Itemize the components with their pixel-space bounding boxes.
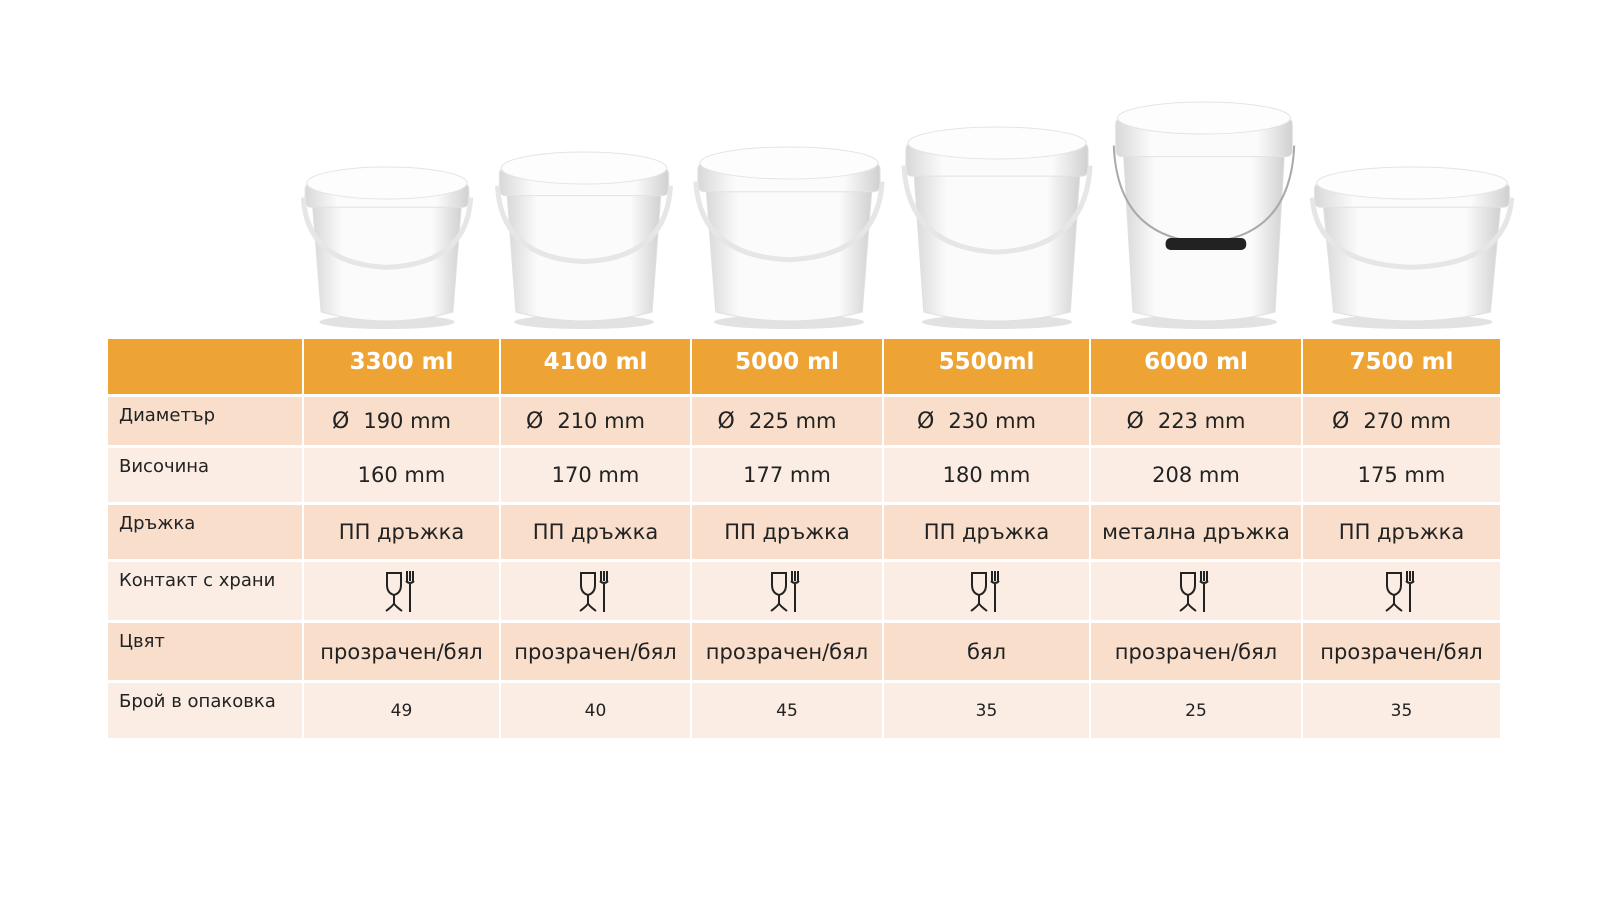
- label-handle: Дръжка: [108, 505, 302, 559]
- glass-fork-icon: [384, 571, 415, 612]
- glass-fork-icon: [969, 571, 1000, 612]
- food-contact-cell: [1303, 562, 1500, 620]
- label-count: Брой в опаковка: [108, 683, 302, 738]
- height-cell: 208 mm: [1091, 448, 1301, 502]
- diameter-cell: Ø 190 mm: [304, 397, 499, 445]
- diameter-symbol: Ø: [526, 408, 544, 434]
- diameter-text: 230 mm: [948, 408, 1036, 433]
- color-cell: прозрачен/бял: [304, 623, 499, 680]
- diameter-text: 225 mm: [748, 408, 837, 433]
- glass-fork-icon: [578, 571, 609, 612]
- diameter-cell: Ø 225 mm: [692, 397, 882, 445]
- handle-cell: ПП дръжка: [692, 505, 882, 559]
- count-cell: 35: [1303, 683, 1500, 738]
- food-contact-cell: [884, 562, 1089, 620]
- color-cell: прозрачен/бял: [1303, 623, 1500, 680]
- handle-cell: метална дръжка: [1091, 505, 1301, 559]
- bucket-image: [495, 151, 673, 329]
- count-cell: 49: [304, 683, 499, 738]
- height-cell: 160 mm: [304, 448, 499, 502]
- product-images: [0, 90, 1600, 335]
- spec-table: 3300 ml 4100 ml 5000 ml 5500ml 6000 ml 7500 m…: [106, 336, 1502, 741]
- header-volume: 5000 ml: [692, 339, 882, 394]
- food-contact-cell: [304, 562, 499, 620]
- diameter-text: 223 mm: [1157, 408, 1246, 433]
- color-cell: прозрачен/бял: [1091, 623, 1301, 680]
- diameter-cell: Ø 223 mm: [1091, 397, 1301, 445]
- diameter-value: Ø 223 mm: [1091, 409, 1301, 434]
- bucket-image: [901, 126, 1093, 329]
- handle-cell: ПП дръжка: [884, 505, 1089, 559]
- bucket-image: [693, 146, 885, 329]
- header-volume: 4100 ml: [501, 339, 690, 394]
- diameter-symbol: Ø: [917, 408, 935, 434]
- height-cell: 175 mm: [1303, 448, 1500, 502]
- color-cell: бял: [884, 623, 1089, 680]
- height-cell: 170 mm: [501, 448, 690, 502]
- diameter-value: Ø 190 mm: [304, 409, 499, 434]
- diameter-symbol: Ø: [1126, 408, 1144, 434]
- bucket-image: [300, 166, 474, 329]
- glass-fork-icon: [1179, 571, 1209, 612]
- diameter-value: Ø 210 mm: [501, 409, 690, 434]
- color-cell: прозрачен/бял: [501, 623, 690, 680]
- diameter-symbol: Ø: [332, 408, 350, 434]
- header-volume: 7500 ml: [1303, 339, 1500, 394]
- handle-cell: ПП дръжка: [304, 505, 499, 559]
- diameter-text: 270 mm: [1363, 408, 1451, 433]
- handle-cell: ПП дръжка: [501, 505, 690, 559]
- count-cell: 45: [692, 683, 882, 738]
- height-cell: 177 mm: [692, 448, 882, 502]
- label-color: Цвят: [108, 623, 302, 680]
- handle-cell: ПП дръжка: [1303, 505, 1500, 559]
- count-cell: 35: [884, 683, 1089, 738]
- header-volume: 3300 ml: [304, 339, 499, 394]
- header-empty: [108, 339, 302, 394]
- label-height: Височина: [108, 448, 302, 502]
- label-diameter: Диаметър: [108, 397, 302, 445]
- food-contact-cell: [1091, 562, 1301, 620]
- label-food-contact: Контакт с храни: [108, 562, 302, 620]
- header-volume: 6000 ml: [1091, 339, 1301, 394]
- bucket-image: [1309, 166, 1515, 329]
- header-volume: 5500ml: [884, 339, 1089, 394]
- glass-fork-icon: [1384, 571, 1415, 612]
- diameter-value: Ø 270 mm: [1303, 409, 1500, 434]
- count-cell: 40: [501, 683, 690, 738]
- diameter-symbol: Ø: [1332, 408, 1350, 434]
- diameter-text: 210 mm: [557, 408, 645, 433]
- diameter-cell: Ø 270 mm: [1303, 397, 1500, 445]
- diameter-cell: Ø 210 mm: [501, 397, 690, 445]
- height-cell: 180 mm: [884, 448, 1089, 502]
- diameter-text: 190 mm: [363, 408, 451, 433]
- diameter-value: Ø 230 mm: [884, 409, 1089, 434]
- count-cell: 25: [1091, 683, 1301, 738]
- bucket-image: [1112, 101, 1296, 329]
- food-contact-cell: [501, 562, 690, 620]
- diameter-value: Ø 225 mm: [692, 409, 882, 434]
- diameter-cell: Ø 230 mm: [884, 397, 1089, 445]
- diameter-symbol: Ø: [717, 408, 735, 434]
- color-cell: прозрачен/бял: [692, 623, 882, 680]
- food-contact-cell: [692, 562, 882, 620]
- glass-fork-icon: [770, 571, 800, 612]
